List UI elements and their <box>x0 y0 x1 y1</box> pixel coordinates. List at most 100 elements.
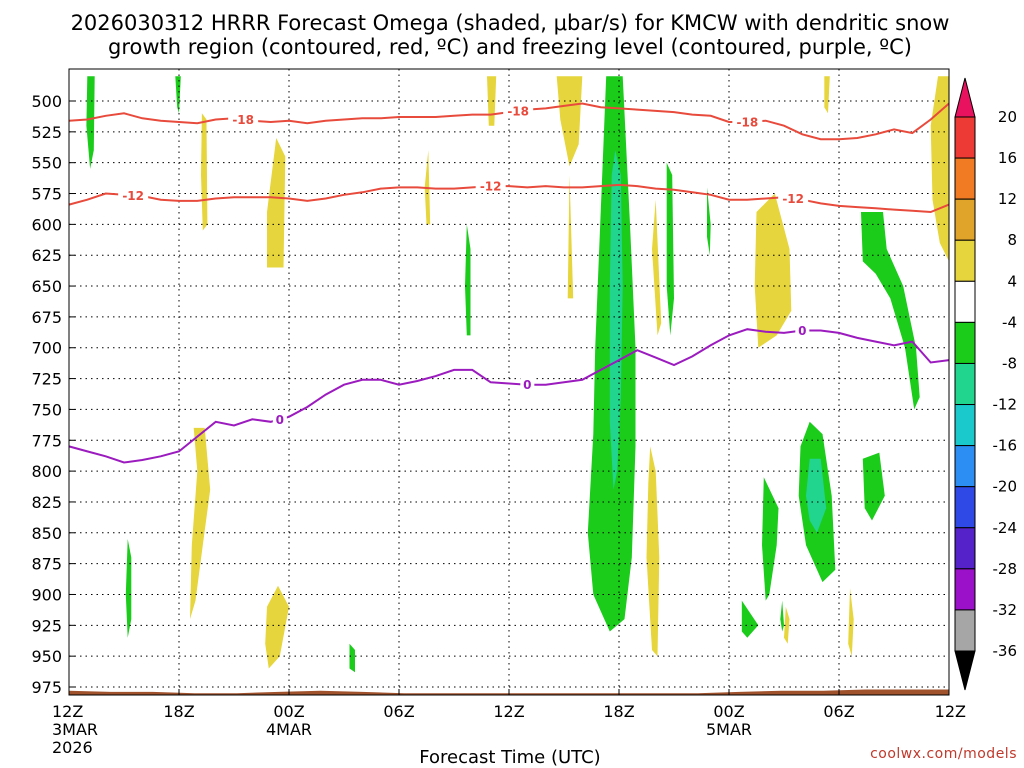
contour-label-bg <box>795 323 810 338</box>
y-tick-label: 575 <box>31 185 62 204</box>
omega-region-4-10 <box>190 427 211 620</box>
y-tick-label: 900 <box>31 585 62 604</box>
omega-region-4-9 <box>930 76 949 262</box>
contour-labels: -18 -18 -18 -12 -12 -12 0 0 0 <box>118 103 810 427</box>
colorbar-segment <box>954 445 976 488</box>
x-tick-label: 12Z <box>493 702 524 721</box>
contour-label-0: 0 <box>276 413 284 427</box>
chart-title-line2: growth region (contoured, red, ºC) and f… <box>108 35 912 59</box>
y-axis-ticks: 500 525 550 575 600 625 650 675 700 725 750 775 800 8… <box>31 92 75 697</box>
y-tick-label: 975 <box>31 678 62 697</box>
y-tick-label: 675 <box>31 308 62 327</box>
colorbar-segment <box>954 157 976 200</box>
x-tick-label: 06Z <box>823 702 854 721</box>
y-tick-label: 850 <box>31 524 62 543</box>
colorbar-label: -4 <box>1002 313 1017 331</box>
contour-label-0: 0 <box>523 378 531 392</box>
colorbar: 20 16 12 8 4 -4 -8 -12 -16 -20 -24 -28 -32 -36 <box>954 77 1018 691</box>
y-tick-label: 800 <box>31 462 62 481</box>
colorbar-label: 12 <box>998 190 1017 208</box>
x-tick-label: 12Z <box>52 702 83 721</box>
y-tick-label: 600 <box>31 215 62 234</box>
y-tick-label: 925 <box>31 616 62 635</box>
omega-region-neg4-15 <box>86 76 95 169</box>
colorbar-segment <box>954 362 976 406</box>
contour-label-neg12: -12 <box>122 189 144 203</box>
x-tick-label: 12Z <box>935 702 966 721</box>
y-tick-label: 550 <box>31 154 62 173</box>
omega-region-4-7 <box>754 193 792 348</box>
y-tick-label: 725 <box>31 370 62 389</box>
x-tick-label: 18Z <box>603 702 634 721</box>
x-tick-date: 5MAR <box>706 720 752 739</box>
x-tick-label: 18Z <box>163 702 194 721</box>
omega-region-4-13 <box>784 606 790 644</box>
omega-region-4-8 <box>824 76 830 114</box>
colorbar-label: 4 <box>1007 272 1017 290</box>
colorbar-label: -8 <box>1002 354 1017 372</box>
plot-background <box>69 69 949 695</box>
omega-region-neg8-30 <box>806 458 827 533</box>
omega-region-4-2 <box>567 175 574 299</box>
omega-region-neg4-21 <box>861 212 920 410</box>
colorbar-segment <box>954 198 976 241</box>
contour-label-bg <box>228 112 259 127</box>
y-tick-label: 950 <box>31 647 62 666</box>
plot-area: -18 -18 -18 -12 -12 -12 0 0 0 <box>68 68 950 696</box>
omega-region-neg4-23 <box>349 643 355 673</box>
colorbar-segment <box>954 527 976 570</box>
contour-label-bg <box>503 103 534 118</box>
colorbar-segment <box>954 321 976 364</box>
colorbar-label: -32 <box>993 601 1018 619</box>
x-tick-date: 4MAR <box>266 720 312 739</box>
omega-region-neg4-26 <box>862 452 885 521</box>
chart-title-line1: 2026030312 HRRR Forecast Omega (shaded, … <box>71 11 950 35</box>
omega-region-4-6 <box>652 199 662 336</box>
colorbar-segment <box>954 239 976 282</box>
contour-label-neg12: -12 <box>782 192 804 206</box>
colorbar-label: 20 <box>998 108 1017 126</box>
colorbar-label: -24 <box>993 519 1018 537</box>
colorbar-bottom-arrow <box>954 650 976 691</box>
x-tick-year: 2026 <box>52 738 93 757</box>
colorbar-label: -28 <box>993 560 1018 578</box>
omega-region-4-12 <box>646 446 660 657</box>
y-tick-label: 625 <box>31 246 62 265</box>
y-tick-label: 825 <box>31 493 62 512</box>
contour-label-neg18: -18 <box>507 104 529 118</box>
colorbar-segment <box>954 280 976 323</box>
x-tick-label: 00Z <box>273 702 304 721</box>
contour-label-neg18: -18 <box>232 113 254 127</box>
contour-label-bg <box>272 412 287 427</box>
colorbar-segment <box>954 116 976 159</box>
contour-label-bg <box>732 114 763 129</box>
colorbar-top-arrow <box>954 77 976 118</box>
omega-region-neg4-18 <box>707 187 711 256</box>
contour-label-neg18: -18 <box>736 115 758 129</box>
colorbar-segment <box>954 404 976 447</box>
contour-label-bg <box>118 188 149 203</box>
x-tick-label: 00Z <box>713 702 744 721</box>
gridlines <box>68 69 950 695</box>
y-tick-label: 875 <box>31 555 62 574</box>
omega-region-neg4-27 <box>741 600 759 638</box>
colorbar-segment <box>954 609 976 652</box>
x-axis-label: Forecast Time (UTC) <box>419 747 600 768</box>
omega-region-4-1 <box>556 76 583 167</box>
contour-label-neg12: -12 <box>480 180 502 194</box>
omega-region-4-11 <box>265 585 289 669</box>
colorbar-segment <box>954 486 976 529</box>
x-tick-label: 06Z <box>383 702 414 721</box>
omega-region-neg4-28 <box>780 600 784 632</box>
y-tick-label: 775 <box>31 431 62 450</box>
contour-label-bg <box>475 179 506 194</box>
omega-region-4-14 <box>848 588 854 657</box>
credit-text: coolwx.com/models <box>870 746 1017 762</box>
x-tick-date: 3MAR <box>52 720 98 739</box>
colorbar-label: -16 <box>993 437 1018 455</box>
y-tick-label: 525 <box>31 123 62 142</box>
colorbar-label: 16 <box>998 149 1017 167</box>
y-tick-label: 750 <box>31 400 62 419</box>
contour-label-bg <box>520 377 535 392</box>
